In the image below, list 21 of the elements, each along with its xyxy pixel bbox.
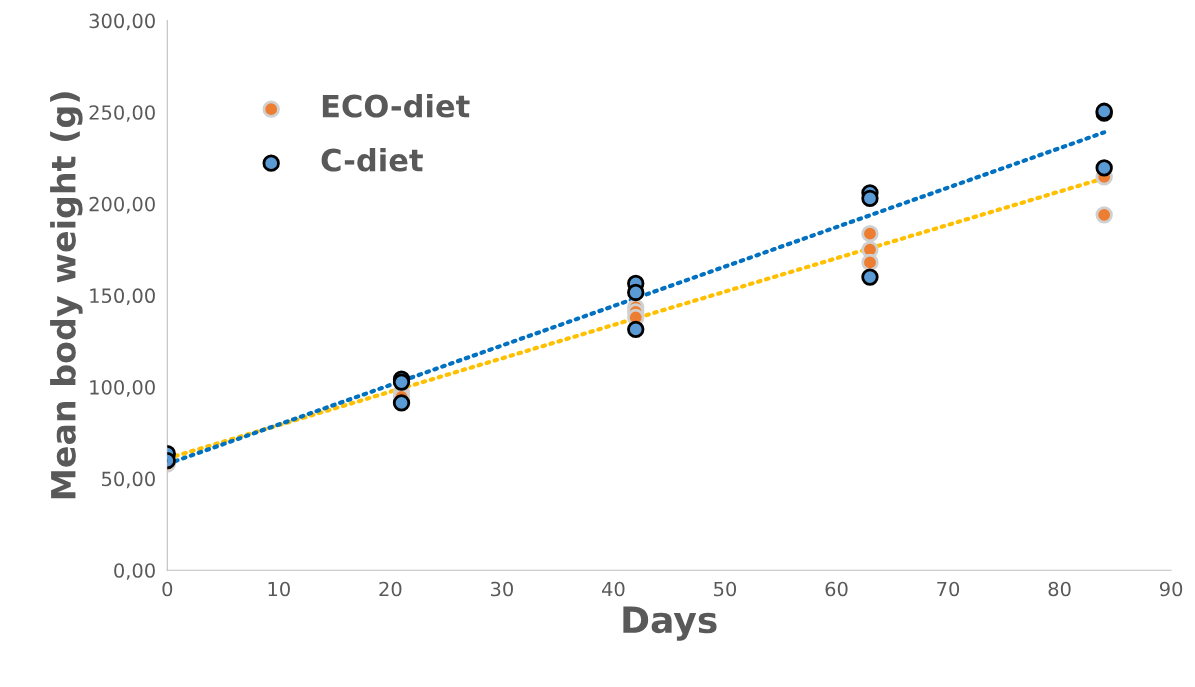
y-tick-label: 0,00 <box>114 563 155 580</box>
y-tick-label: 150,00 <box>90 288 155 306</box>
x-tick-label: 80 <box>1048 581 1071 597</box>
x-tick-label: 70 <box>937 581 960 597</box>
y-tick-label: 50,00 <box>102 471 155 489</box>
y-tick-label: 250,00 <box>89 105 155 122</box>
x-tick-label: 20 <box>379 581 402 597</box>
legend-label: ECO-diet <box>322 93 470 118</box>
y-tick-label: 300,00 <box>89 13 155 31</box>
y-axis-title: Mean body weight (g) <box>50 92 83 499</box>
y-tick-label: 100,00 <box>90 379 155 397</box>
x-tick-label: 30 <box>491 581 513 597</box>
y-tick-label: 200,00 <box>89 196 155 214</box>
x-tick-label: 10 <box>268 581 290 597</box>
x-tick-label: 50 <box>714 581 737 597</box>
x-tick-label: 60 <box>825 581 848 597</box>
x-tick-label: 0 <box>162 581 173 597</box>
x-tick-label: 90 <box>1159 581 1183 597</box>
legend-label: C-diet <box>321 147 423 172</box>
x-axis-title: Days <box>623 606 717 641</box>
x-tick-label: 40 <box>602 581 625 597</box>
